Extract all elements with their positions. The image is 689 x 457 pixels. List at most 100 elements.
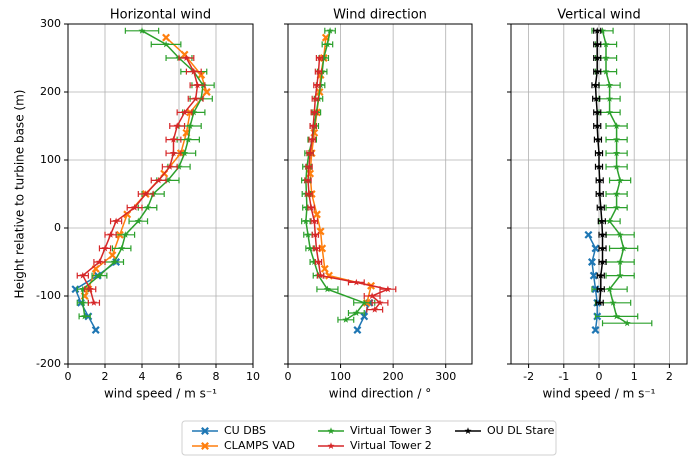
y-tick-label: 300: [40, 17, 61, 30]
marker: [593, 27, 601, 34]
marker: [305, 190, 313, 197]
marker: [306, 244, 314, 252]
x-tick-label: 6: [176, 370, 183, 383]
marker: [323, 285, 331, 293]
legend-label: CLAMPS VAD: [224, 439, 295, 452]
x-tick-label: 4: [139, 370, 146, 383]
marker: [352, 309, 360, 316]
series-line: [587, 234, 598, 331]
marker: [308, 135, 316, 143]
legend: CU DBS CLAMPS VAD Virtual Tower 3 Virtual T…: [181, 420, 557, 456]
marker: [360, 312, 369, 321]
marker: [599, 231, 606, 238]
marker: [352, 278, 360, 286]
series-line: [307, 57, 391, 311]
x-axis-label: wind speed / m s⁻¹: [542, 387, 655, 401]
panel: 0 100 200 300 Wind direction wind direction /…: [284, 8, 473, 401]
marker: [620, 244, 628, 252]
marker: [79, 285, 87, 293]
marker: [596, 176, 604, 184]
marker: [304, 176, 312, 184]
marker: [606, 81, 614, 89]
series-layer: [584, 27, 653, 334]
marker: [591, 326, 600, 334]
marker: [360, 299, 368, 306]
marker: [95, 271, 103, 279]
y-tick-label: 0: [54, 221, 61, 234]
marker: [90, 299, 98, 306]
marker: [201, 427, 209, 435]
marker: [164, 176, 172, 184]
marker: [162, 33, 171, 42]
y-tick-label: 100: [40, 153, 61, 166]
x-tick-label: 0: [596, 370, 603, 383]
panel: -2 -1 0 1 2 Vertical wind wind speed / m s⁻¹: [507, 8, 688, 401]
marker: [594, 135, 602, 143]
marker: [589, 271, 598, 280]
panel-title: Vertical wind: [557, 8, 641, 23]
legend-box: [181, 420, 557, 456]
x-tick-label: -1: [558, 370, 569, 383]
marker: [81, 312, 89, 320]
marker: [596, 299, 604, 306]
panel-title: Horizontal wind: [110, 8, 211, 23]
marker: [326, 27, 334, 34]
marker: [190, 67, 198, 75]
marker: [606, 217, 614, 225]
marker: [606, 108, 614, 116]
marker: [592, 81, 599, 89]
marker: [304, 231, 312, 238]
x-tick-label: 0: [285, 370, 292, 383]
marker: [311, 95, 319, 102]
y-tick-label: -200: [36, 357, 61, 370]
marker: [613, 312, 621, 320]
marker: [91, 326, 100, 334]
marker: [138, 27, 146, 34]
x-tick-label: 2: [102, 370, 109, 383]
series-layer: [301, 27, 397, 334]
legend-label: Virtual Tower 3: [350, 424, 432, 437]
marker: [593, 122, 601, 129]
x-tick-label: -2: [523, 370, 534, 383]
marker: [595, 163, 603, 170]
marker: [197, 71, 206, 79]
x-tick-label: 300: [435, 370, 456, 383]
legend-label: OU DL Stare: [487, 424, 555, 437]
marker: [110, 258, 118, 265]
marker: [602, 54, 610, 61]
marker: [194, 81, 201, 89]
marker: [613, 163, 621, 170]
marker: [599, 244, 606, 252]
marker: [175, 163, 183, 170]
marker: [173, 122, 181, 129]
marker: [616, 231, 624, 238]
marker: [595, 149, 603, 157]
marker: [182, 54, 190, 61]
marker: [162, 40, 170, 48]
marker: [602, 67, 610, 75]
y-tick-label: -100: [36, 289, 61, 302]
marker: [602, 40, 610, 48]
marker: [596, 190, 604, 197]
marker: [327, 427, 335, 434]
marker: [613, 190, 621, 197]
marker: [311, 231, 319, 238]
marker: [616, 271, 624, 279]
marker: [609, 299, 617, 306]
x-tick-label: 1: [631, 370, 638, 383]
marker: [107, 231, 115, 238]
marker: [184, 135, 192, 143]
y-tick-label: 200: [40, 85, 61, 98]
marker: [599, 27, 606, 34]
marker: [315, 67, 322, 75]
plot-frame: [287, 23, 473, 365]
marker: [310, 108, 318, 116]
marker: [464, 427, 472, 434]
marker: [371, 305, 379, 313]
series-layer: [71, 27, 215, 334]
marker: [597, 285, 605, 293]
marker: [613, 149, 621, 157]
x-tick-label: 100: [330, 370, 351, 383]
marker: [101, 244, 109, 252]
marker: [593, 108, 601, 116]
